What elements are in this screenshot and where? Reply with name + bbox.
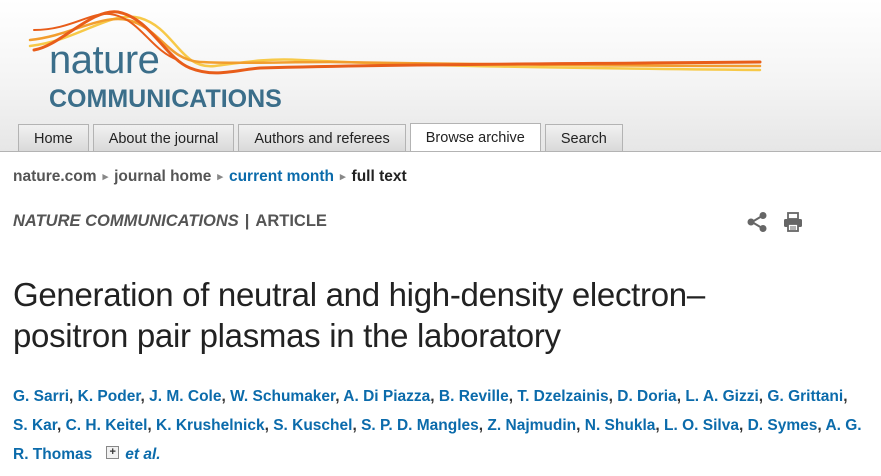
- author-link[interactable]: Z. Najmudin: [487, 417, 577, 434]
- author-link[interactable]: W. Schumaker: [230, 388, 336, 405]
- nature-communications-logo[interactable]: [0, 0, 881, 120]
- masthead: nature COMMUNICATIONS Home About the jou…: [0, 0, 881, 152]
- author-link[interactable]: T. Dzelzainis: [517, 388, 609, 405]
- author-link[interactable]: L. A. Gizzi: [685, 388, 759, 405]
- author-link[interactable]: N. Shukla: [584, 417, 656, 434]
- author-link[interactable]: G. Grittani: [767, 388, 844, 405]
- print-icon[interactable]: [782, 211, 804, 233]
- author-link[interactable]: D. Symes: [747, 417, 818, 434]
- journal-name: NATURE COMMUNICATIONS: [13, 212, 239, 230]
- nav-divider: [0, 151, 881, 152]
- logo-word-nature: nature: [49, 38, 160, 82]
- tab-search[interactable]: Search: [544, 124, 623, 151]
- breadcrumb-journal-home[interactable]: journal home: [114, 168, 212, 185]
- breadcrumb: nature.com ▸ journal home ▸ current month ▸ fu…: [13, 168, 407, 186]
- author-link[interactable]: C. H. Keitel: [65, 417, 148, 434]
- breadcrumb-nature-com[interactable]: nature.com: [13, 168, 97, 185]
- author-link[interactable]: D. Doria: [617, 388, 677, 405]
- tab-home[interactable]: Home: [18, 124, 89, 151]
- breadcrumb-separator: ▸: [217, 171, 223, 183]
- expand-authors-button[interactable]: +: [106, 446, 120, 460]
- et-al-link[interactable]: et al.: [125, 446, 161, 463]
- breadcrumb-current-month[interactable]: current month: [228, 168, 335, 185]
- logo-word-communications: COMMUNICATIONS: [49, 85, 282, 113]
- author-link[interactable]: L. O. Silva: [664, 417, 739, 434]
- breadcrumb-separator: ▸: [102, 171, 109, 183]
- author-link[interactable]: S. Kar: [13, 417, 57, 434]
- kicker-divider: |: [244, 212, 250, 230]
- author-link[interactable]: G. Sarri: [13, 388, 69, 405]
- author-link[interactable]: K. Poder: [77, 388, 141, 405]
- article-title-line-2: positron pair plasmas in the laboratory: [13, 317, 561, 354]
- breadcrumb-full-text: full text: [351, 168, 407, 185]
- article-type: ARTICLE: [255, 212, 327, 230]
- logo-waves: [28, 10, 762, 75]
- author-list: G. Sarri, K. Poder, J. M. Cole, W. Schum…: [13, 388, 862, 463]
- article-title: Generation of neutral and high-density e…: [13, 274, 863, 356]
- author-link[interactable]: A. Di Piazza: [343, 388, 431, 405]
- article-tools: [746, 211, 804, 233]
- tab-authors-and-referees[interactable]: Authors and referees: [238, 124, 406, 151]
- author-link[interactable]: S. P. D. Mangles: [361, 417, 479, 434]
- author-link[interactable]: K. Krushelnick: [156, 417, 265, 434]
- breadcrumb-separator: ▸: [340, 171, 346, 183]
- author-link[interactable]: A. G. R. Thomas: [13, 417, 862, 463]
- author-link[interactable]: J. M. Cole: [149, 388, 222, 405]
- article-kicker: NATURE COMMUNICATIONS | ARTICLE: [13, 212, 327, 231]
- author-link[interactable]: B. Reville: [438, 388, 509, 405]
- article-title-line-1: Generation of neutral and high-density e…: [13, 276, 705, 313]
- tab-browse-archive[interactable]: Browse archive: [409, 123, 541, 152]
- share-icon[interactable]: [746, 211, 768, 233]
- wave-orange-2: [33, 12, 179, 61]
- author-link[interactable]: S. Kuschel: [273, 417, 353, 434]
- tab-about-the-journal[interactable]: About the journal: [92, 124, 235, 151]
- main-nav: Home About the journal Authors and refer…: [18, 123, 623, 152]
